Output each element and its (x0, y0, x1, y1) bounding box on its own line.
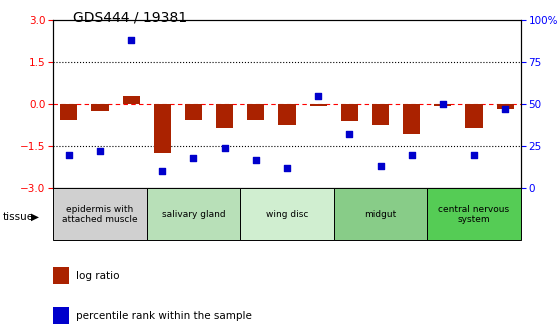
Text: tissue: tissue (3, 212, 34, 222)
Point (158, 169, 167, 174)
Point (189, 155, 198, 161)
Point (438, 101, 447, 107)
Bar (465, 104, 483, 128)
Bar (341, 104, 358, 121)
Point (501, 107, 510, 112)
FancyBboxPatch shape (427, 188, 521, 240)
Text: ▶: ▶ (31, 212, 39, 222)
Point (376, 164, 385, 169)
Text: GDS444 / 19381: GDS444 / 19381 (73, 10, 187, 24)
Bar (435, 104, 451, 106)
FancyBboxPatch shape (147, 188, 240, 240)
Text: central nervous
system: central nervous system (438, 205, 510, 224)
Point (220, 145, 229, 151)
Bar (185, 104, 202, 120)
Text: epidermis with
attached muscle: epidermis with attached muscle (62, 205, 138, 224)
Text: salivary gland: salivary gland (162, 210, 225, 219)
Bar (91, 104, 109, 111)
Point (282, 165, 291, 171)
Bar (248, 104, 264, 120)
Bar (403, 104, 420, 134)
FancyBboxPatch shape (53, 188, 147, 240)
Bar (216, 104, 233, 128)
Point (314, 93, 323, 98)
Bar (372, 104, 389, 125)
Point (127, 38, 136, 43)
Bar (60, 104, 77, 120)
Text: midgut: midgut (365, 210, 396, 219)
Bar (278, 104, 296, 125)
Text: percentile rank within the sample: percentile rank within the sample (76, 311, 251, 321)
FancyBboxPatch shape (334, 188, 427, 240)
Point (95, 149, 104, 154)
Point (469, 152, 478, 157)
Text: log ratio: log ratio (76, 270, 119, 281)
Point (64, 152, 73, 157)
Point (251, 157, 260, 162)
Point (407, 152, 416, 157)
Point (345, 132, 354, 137)
Text: wing disc: wing disc (266, 210, 308, 219)
FancyBboxPatch shape (240, 188, 334, 240)
Bar (310, 104, 326, 107)
Bar (123, 96, 139, 104)
Bar (154, 104, 171, 153)
Bar (497, 104, 514, 109)
